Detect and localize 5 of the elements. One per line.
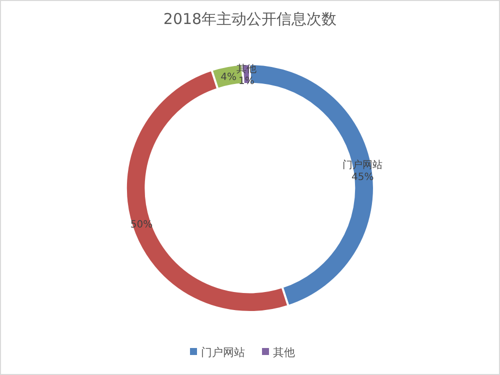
data-label: 4% (220, 72, 237, 83)
chart-title: 2018年主动公开信息次数 (163, 10, 337, 28)
legend-label: 其他 (273, 346, 295, 359)
legend-label: 门户网站 (201, 346, 245, 359)
data-label: 1% (238, 76, 254, 87)
